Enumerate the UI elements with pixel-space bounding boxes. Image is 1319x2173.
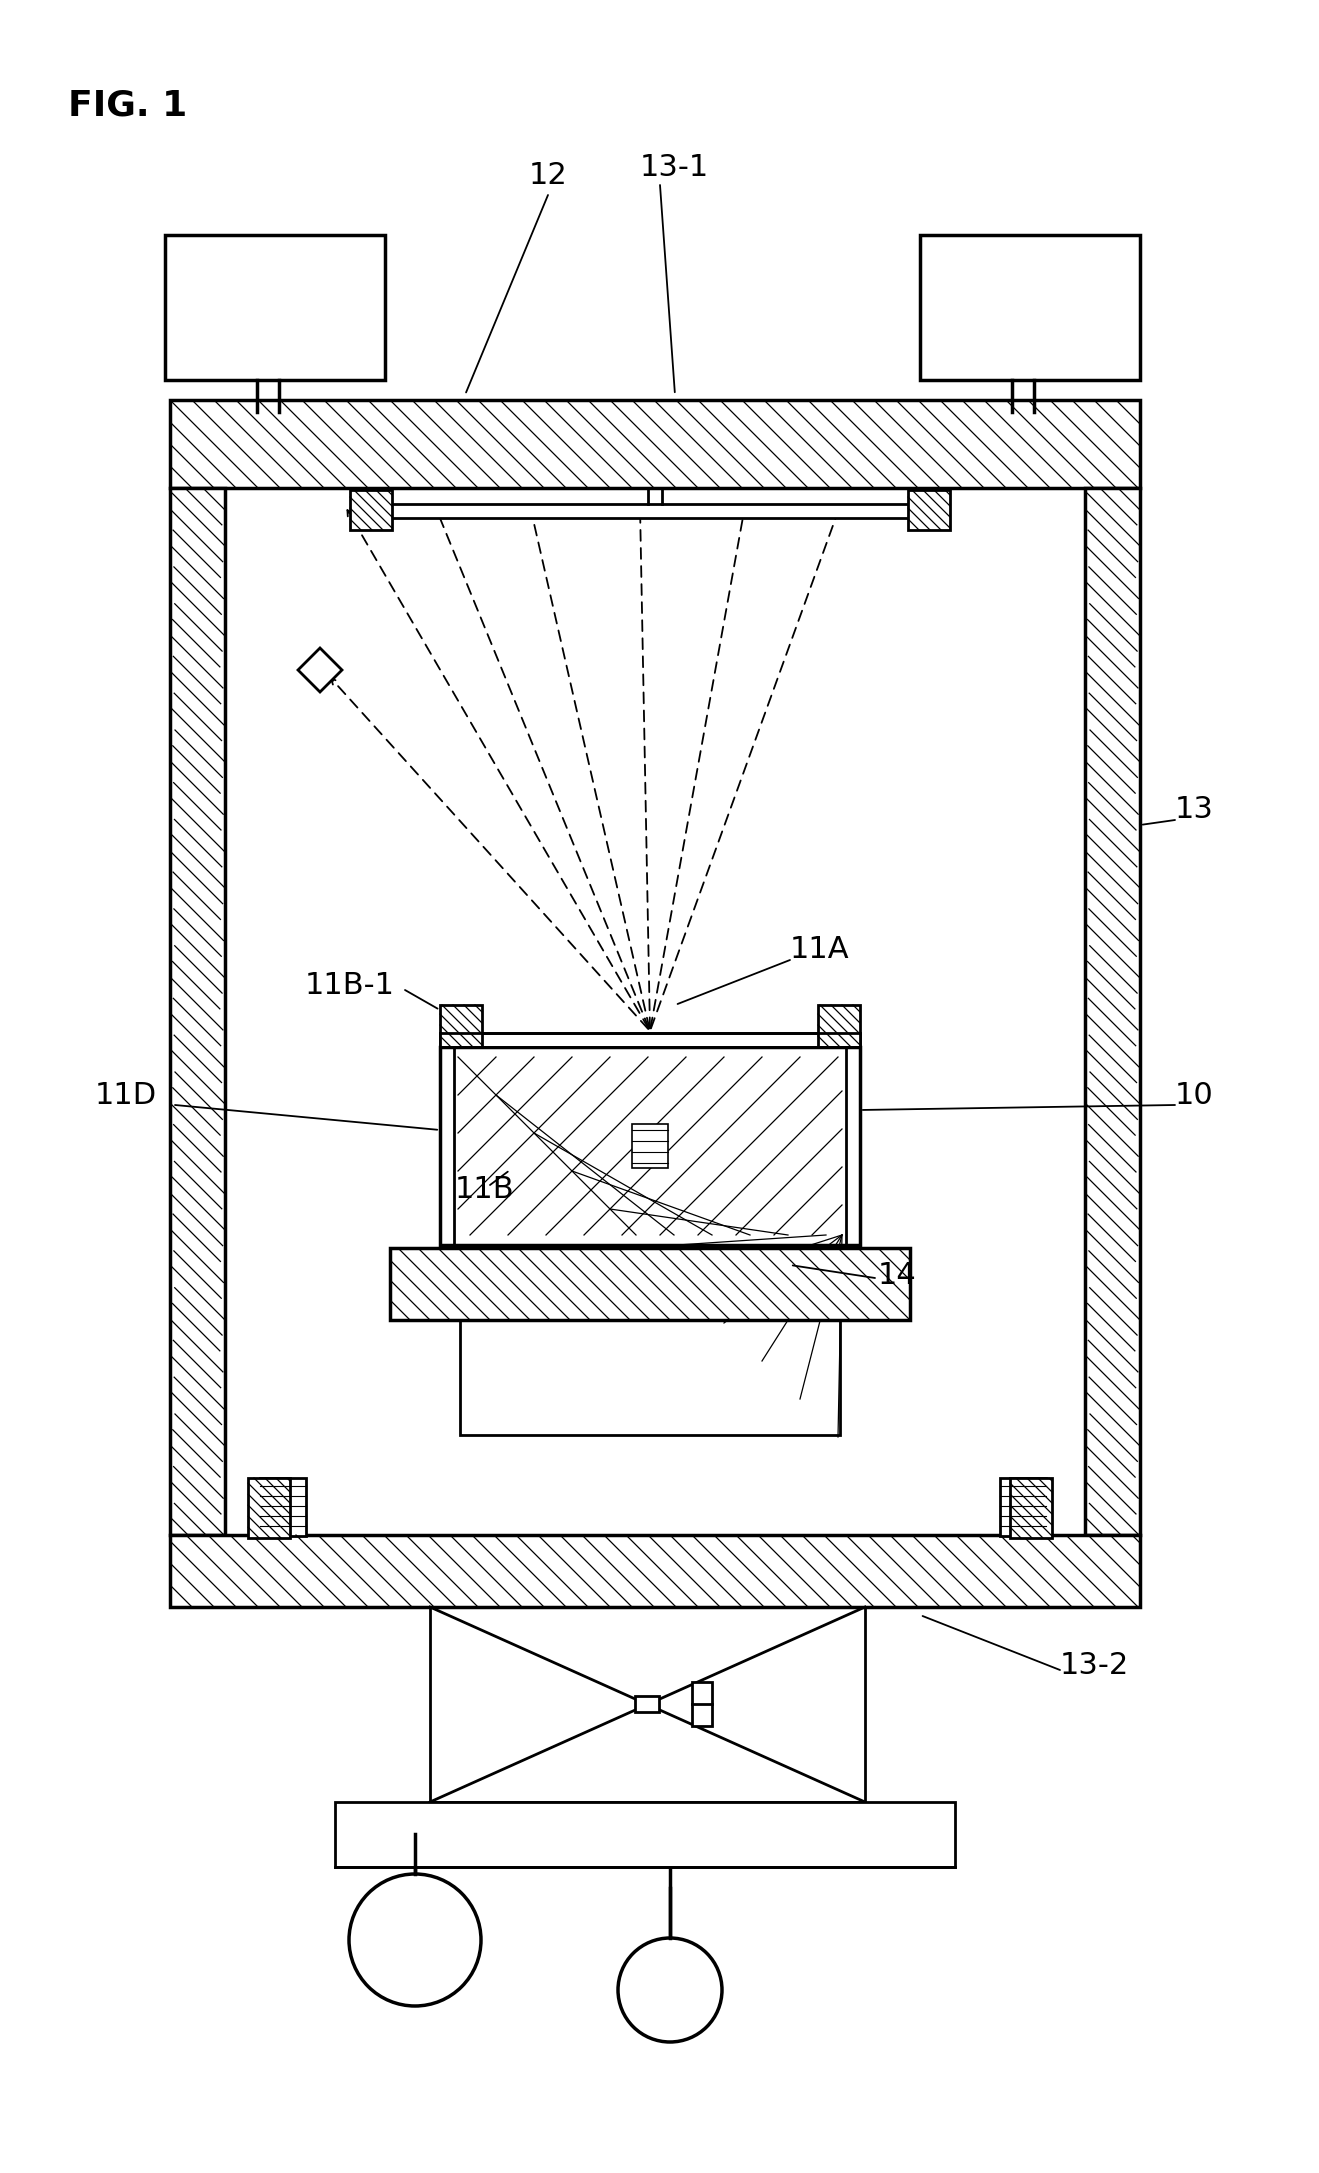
Bar	[335, 1801, 955, 1867]
Text: FIG. 1: FIG. 1	[69, 87, 187, 122]
Text: 14: 14	[878, 1260, 917, 1289]
Bar	[441, 1004, 481, 1047]
Text: 13: 13	[1175, 795, 1213, 824]
Bar	[248, 1478, 290, 1538]
Text: 11D: 11D	[95, 1080, 157, 1110]
Text: 11B: 11B	[455, 1176, 514, 1204]
Bar	[441, 1047, 860, 1245]
Bar	[692, 1682, 712, 1725]
Text: 13-1: 13-1	[640, 154, 710, 183]
Bar	[170, 1534, 1140, 1608]
Circle shape	[350, 1873, 481, 2006]
Bar	[165, 235, 385, 380]
Bar	[919, 235, 1140, 380]
Bar	[818, 1004, 860, 1047]
Text: 10: 10	[1175, 1080, 1213, 1110]
Bar	[350, 489, 392, 530]
Bar	[390, 1247, 910, 1319]
Bar	[907, 489, 950, 530]
Circle shape	[619, 1938, 721, 2043]
Bar	[632, 1123, 667, 1169]
Text: 13-2: 13-2	[1060, 1651, 1129, 1680]
Text: 12: 12	[529, 161, 567, 189]
Bar	[1010, 1478, 1053, 1538]
Bar	[1086, 489, 1140, 1534]
Bar	[441, 1032, 860, 1047]
Bar	[170, 400, 1140, 489]
Bar	[634, 1695, 660, 1712]
Bar	[385, 504, 915, 517]
Bar	[260, 1478, 306, 1536]
Text: 11B-1: 11B-1	[305, 971, 394, 1000]
Bar	[1000, 1478, 1046, 1536]
Text: 11A: 11A	[790, 937, 849, 965]
Bar	[460, 1319, 840, 1434]
Bar	[430, 1608, 865, 1801]
Bar	[170, 489, 226, 1534]
Polygon shape	[298, 648, 342, 691]
